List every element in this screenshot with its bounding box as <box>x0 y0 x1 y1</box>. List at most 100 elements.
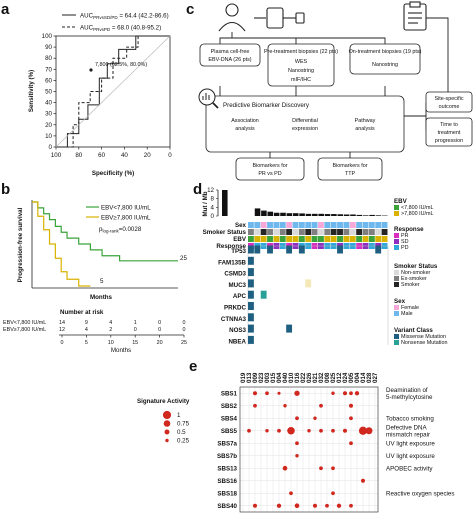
mutation-cell <box>299 246 305 254</box>
km-end-label-high: 5 <box>100 278 104 285</box>
biomarkers-ttp-2: TTP <box>345 171 356 177</box>
risk-axis-tick-label: 10 <box>108 340 114 346</box>
legend-ebv-high-label: EBV≥7,800 IU/mL <box>101 215 151 222</box>
pretreatment-item-mif: mIF/IHC <box>291 77 311 83</box>
signature-dot <box>307 429 310 432</box>
panel-a-letter: a <box>1 1 10 18</box>
legend-dot-label: 0.75 <box>177 421 190 428</box>
mutation-cell <box>248 325 254 333</box>
track-cell <box>254 222 260 228</box>
signature-dot <box>289 491 293 495</box>
track-cell <box>375 222 381 228</box>
mutation-cell <box>337 246 343 254</box>
mutation-cell <box>254 246 260 254</box>
track-cell <box>356 229 362 235</box>
track-cell <box>375 229 381 235</box>
risk-cell: 4 <box>109 320 112 326</box>
legend-swatch <box>394 305 399 310</box>
site-outcome-2: outcome <box>439 104 460 110</box>
sample-id: 027 <box>372 372 379 383</box>
risk-axis-tick-label: 25 <box>181 340 187 346</box>
legend-swatch <box>394 340 399 345</box>
gene-label: NOS3 <box>229 327 246 334</box>
legend-auc-prvssdpd: AUCPRvsSD/PD = 64.4 (42.2-86.6) <box>80 13 169 21</box>
legend-swatch <box>394 334 399 339</box>
mutation-cell <box>248 336 254 344</box>
legend-dot <box>165 439 168 442</box>
signature-dot <box>319 466 323 470</box>
signature-dot <box>287 427 295 435</box>
legend-swatch <box>394 282 399 287</box>
track-cell <box>261 222 267 228</box>
track-cell <box>312 222 318 228</box>
legend-section-title: Sex <box>394 298 406 305</box>
legend-swatch <box>394 270 399 275</box>
track-cell <box>324 236 330 242</box>
mutation-cell <box>248 246 254 254</box>
signature-annotation: 5-methylcytosine <box>386 394 433 401</box>
track-cell <box>286 229 292 235</box>
time-to-1: Time to <box>440 122 458 128</box>
tmb-bar <box>287 213 293 216</box>
track-cell <box>273 229 279 235</box>
track-cell <box>318 236 324 242</box>
box-discovery-title: Predictive Biomarker Discovery <box>223 102 310 109</box>
km-y-label: Progression-free survival <box>17 207 24 282</box>
panel-c-letter: c <box>186 1 194 18</box>
signature-dot <box>337 504 341 508</box>
track-cell <box>312 229 318 235</box>
panel-a: a AUCPRvsSD/PD = 64.4 (42.2-86.6) AUCPRv… <box>1 1 172 177</box>
box-plasma-label-1: Plasma cell-free <box>211 49 250 55</box>
panel-b: b EBV<7,800 IU/mL EBV≥7,800 IU/mL plog-r… <box>1 181 187 354</box>
legend-swatch <box>394 205 399 210</box>
signature-activity-legend-title: Signature Activity <box>137 398 190 405</box>
gene-label: MUC3 <box>228 282 246 289</box>
signature-dot <box>313 417 316 420</box>
gene-label: PRKDC <box>224 305 247 312</box>
signature-dot <box>253 404 257 408</box>
legend-swatch <box>394 239 399 244</box>
signature-dot <box>361 479 365 483</box>
signature-dot <box>295 454 298 457</box>
signature-dot <box>295 503 300 508</box>
tmb-bar <box>261 211 267 216</box>
roc-x-tick-label: 20 <box>144 152 151 159</box>
track-cell <box>337 229 343 235</box>
tmb-bar <box>369 215 375 216</box>
signature-dot <box>349 441 353 445</box>
signature-annotation: Reactive oxygen species <box>386 490 454 497</box>
mutation-cell <box>248 279 254 287</box>
risk-axis-tick-label: 0 <box>61 340 64 346</box>
pretreatment-item-nanostring: Nanostring <box>288 68 314 74</box>
signature-dot <box>319 429 323 433</box>
legend-auc-prvspd: AUCPRvsPD = 68.0 (40.8-95.2) <box>80 25 161 33</box>
risk-cell: 4 <box>85 327 88 333</box>
roc-y-tick-label: 70 <box>45 66 52 73</box>
track-cell <box>273 222 279 228</box>
legend-item-label: Smoker <box>401 282 420 288</box>
legend-swatch <box>394 245 399 250</box>
tmb-y-tick-label: 8 <box>211 196 215 203</box>
legend-item-label: PD <box>401 245 409 251</box>
risk-cell: 1 <box>134 320 137 326</box>
signature-annotation: APOBEC activity <box>386 465 433 472</box>
tmb-bar <box>299 213 305 216</box>
signature-dot <box>265 391 269 395</box>
legend-dot <box>164 420 171 427</box>
box-pretreatment-title: Pre-treatment biopsies (22 pts) <box>264 49 338 55</box>
gene-label: TP53 <box>231 248 246 255</box>
legend-section-title: Response <box>394 226 424 233</box>
legend-item-label: >7,800 IU/mL <box>401 211 434 217</box>
legend-section-title: EBV <box>394 198 408 205</box>
signature-dot <box>331 429 335 433</box>
risk-cell: 0 <box>158 320 161 326</box>
mutation-cell <box>286 246 292 254</box>
differential-expression-1: Differential <box>292 118 318 124</box>
log-rank-p-value: plog-rank=0.0028 <box>99 226 142 234</box>
track-cell <box>337 236 343 242</box>
clipboard-icon <box>404 2 426 30</box>
risk-cell: 0 <box>158 327 161 333</box>
signature-label: SBS18 <box>217 490 237 497</box>
oncoprint-legend: EBV<7,800 IU/mL>7,800 IU/mLResponsePRSDP… <box>394 198 447 370</box>
tmb-y-tick-label: 12 <box>207 187 214 194</box>
